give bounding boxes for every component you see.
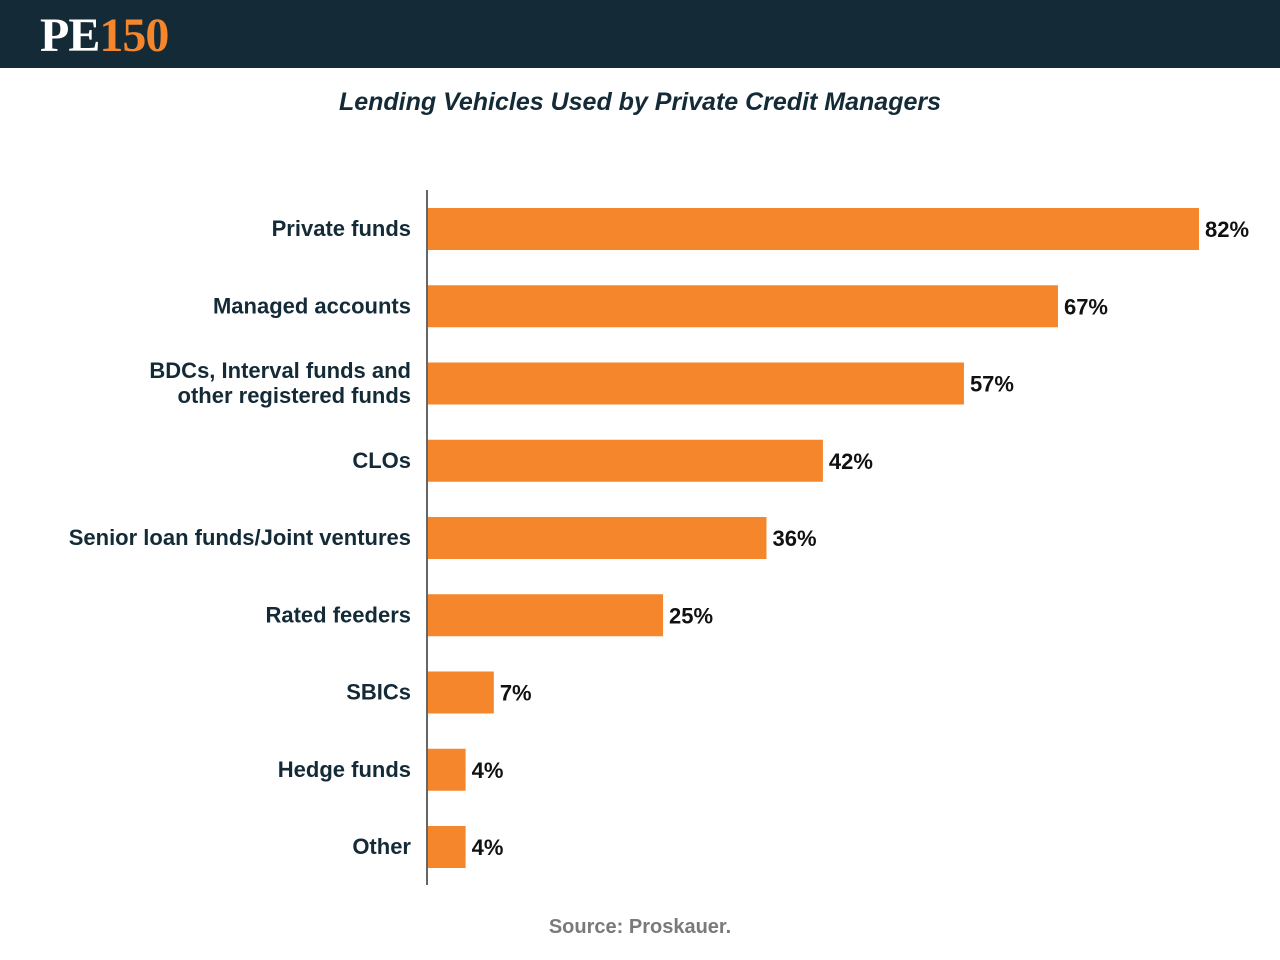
data-label: 42%: [829, 449, 873, 474]
category-label: Other: [352, 834, 411, 859]
category-label: SBICs: [346, 680, 411, 705]
bar: [428, 439, 823, 482]
bar: [428, 748, 466, 791]
logo-pe-text: PE: [40, 9, 100, 62]
header-bar: PE150: [0, 0, 1280, 68]
category-label: Rated feeders: [265, 602, 411, 627]
category-label: BDCs, Interval funds and: [149, 358, 411, 383]
data-label: 4%: [472, 758, 504, 783]
source-note: Source: Proskauer.: [548, 916, 732, 938]
category-label: Managed accounts: [213, 293, 411, 318]
bar: [428, 671, 494, 714]
data-label: 36%: [772, 526, 816, 551]
chart-title: Lending Vehicles Used by Private Credit …: [338, 88, 942, 116]
data-label: 82%: [1205, 217, 1249, 242]
bar: [428, 517, 767, 559]
category-label: Senior loan funds/Joint ventures: [69, 525, 411, 550]
data-label: 57%: [970, 372, 1014, 397]
bar: [428, 285, 1058, 328]
data-label: 25%: [669, 603, 713, 628]
data-label: 7%: [500, 681, 532, 706]
category-label: CLOs: [352, 448, 411, 473]
data-label: 67%: [1064, 294, 1108, 319]
bar: [428, 594, 664, 637]
logo-150-text: 150: [99, 9, 169, 62]
pe150-logo: PE150: [40, 9, 169, 62]
category-label: Hedge funds: [278, 757, 411, 782]
category-label: other registered funds: [178, 383, 411, 408]
data-label: 4%: [472, 835, 504, 860]
bar: [428, 208, 1199, 250]
bar: [428, 362, 964, 405]
category-label: Private funds: [272, 216, 411, 241]
bar: [428, 826, 466, 868]
